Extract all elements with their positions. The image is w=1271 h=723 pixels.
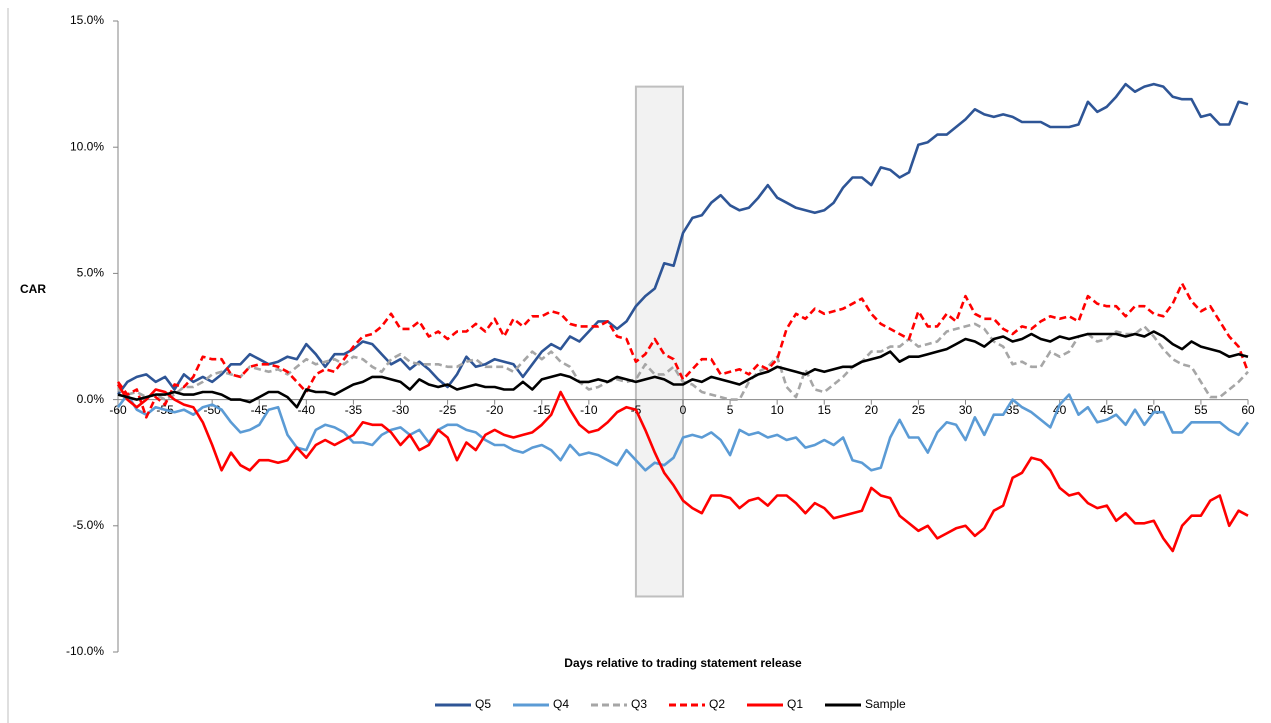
y-tick-label: 10.0% [70, 139, 104, 153]
legend-label: Q4 [553, 697, 569, 711]
x-tick-label: -10 [580, 403, 598, 417]
legend-label: Q3 [631, 697, 647, 711]
legend-label: Q2 [709, 697, 725, 711]
y-tick-label: 0.0% [77, 392, 105, 406]
x-tick-label: -20 [486, 403, 504, 417]
legend-label: Sample [865, 697, 906, 711]
series-line [117, 322, 1249, 401]
y-tick-label: -5.0% [73, 518, 105, 532]
x-tick-label: 30 [959, 403, 973, 417]
x-tick-label: 55 [1194, 403, 1208, 417]
x-axis-label: Days relative to trading statement relea… [564, 656, 802, 670]
x-tick-label: -60 [109, 403, 127, 417]
legend-label: Q1 [787, 697, 803, 711]
x-tick-label: 10 [770, 403, 784, 417]
series-line [117, 330, 1249, 409]
y-tick-label: 5.0% [77, 266, 105, 280]
y-tick-label: -10.0% [66, 644, 104, 658]
series-line [116, 393, 1250, 472]
x-tick-label: 5 [727, 403, 734, 417]
x-tick-label: 25 [912, 403, 926, 417]
series-line [116, 383, 1249, 553]
x-tick-label: 60 [1241, 403, 1255, 417]
series-line [116, 282, 1250, 419]
series-line [116, 82, 1249, 396]
x-tick-label: -45 [251, 403, 269, 417]
x-tick-label: 20 [865, 403, 879, 417]
y-tick-label: 15.0% [70, 13, 104, 27]
x-tick-label: -40 [298, 403, 316, 417]
event-window [634, 85, 685, 598]
x-tick-label: -35 [345, 403, 363, 417]
x-tick-label: 45 [1100, 403, 1114, 417]
x-tick-label: -15 [533, 403, 551, 417]
x-tick-label: 0 [680, 403, 687, 417]
x-tick-label: 15 [818, 403, 832, 417]
x-tick-label: 50 [1147, 403, 1161, 417]
x-tick-label: -30 [392, 403, 410, 417]
x-tick-label: -25 [439, 403, 457, 417]
y-axis-label: CAR [20, 282, 46, 296]
legend-label: Q5 [475, 697, 491, 711]
